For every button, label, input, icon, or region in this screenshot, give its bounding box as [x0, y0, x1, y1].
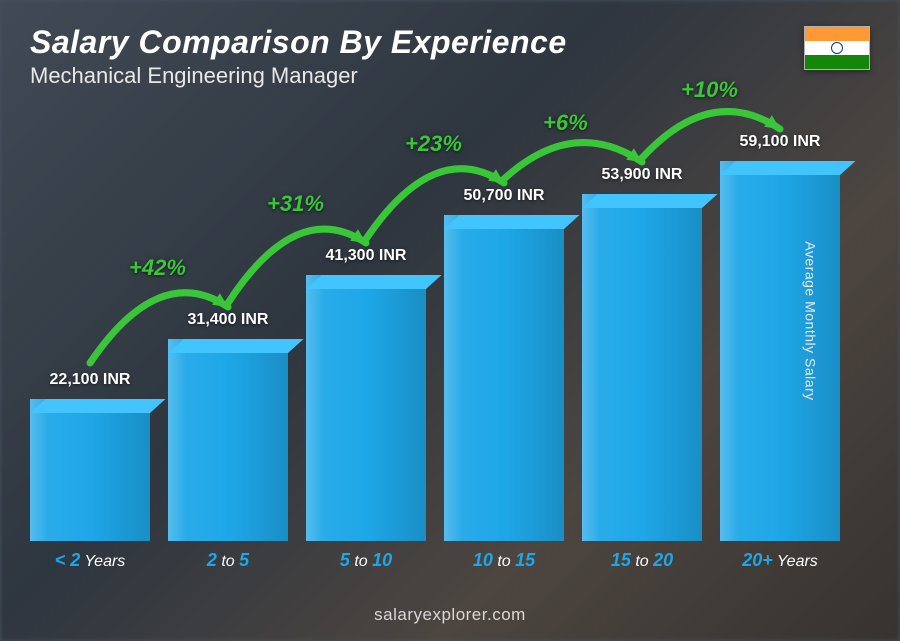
country-flag-india	[804, 26, 870, 70]
bar-chart: 22,100 INR31,400 INR41,300 INR50,700 INR…	[30, 111, 840, 571]
flag-stripe-top	[805, 27, 869, 41]
flag-chakra-icon	[831, 42, 843, 54]
flag-stripe-bot	[805, 55, 869, 69]
footer-attribution: salaryexplorer.com	[0, 605, 900, 625]
flag-stripe-mid	[805, 41, 869, 55]
x-axis-label: < 2 Years	[30, 550, 150, 571]
header: Salary Comparison By Experience Mechanic…	[30, 24, 870, 89]
pct-increase-label: +10%	[681, 77, 738, 103]
chart-subtitle: Mechanical Engineering Manager	[30, 63, 870, 89]
x-axis-label: 5 to 10	[306, 550, 426, 571]
chart-title: Salary Comparison By Experience	[30, 24, 870, 61]
x-axis-label: 15 to 20	[582, 550, 702, 571]
growth-arrow	[30, 111, 840, 541]
y-axis-label: Average Monthly Salary	[802, 241, 818, 400]
x-axis-label: 2 to 5	[168, 550, 288, 571]
chart-container: Salary Comparison By Experience Mechanic…	[0, 0, 900, 641]
x-axis-label: 10 to 15	[444, 550, 564, 571]
x-axis-label: 20+ Years	[720, 550, 840, 571]
